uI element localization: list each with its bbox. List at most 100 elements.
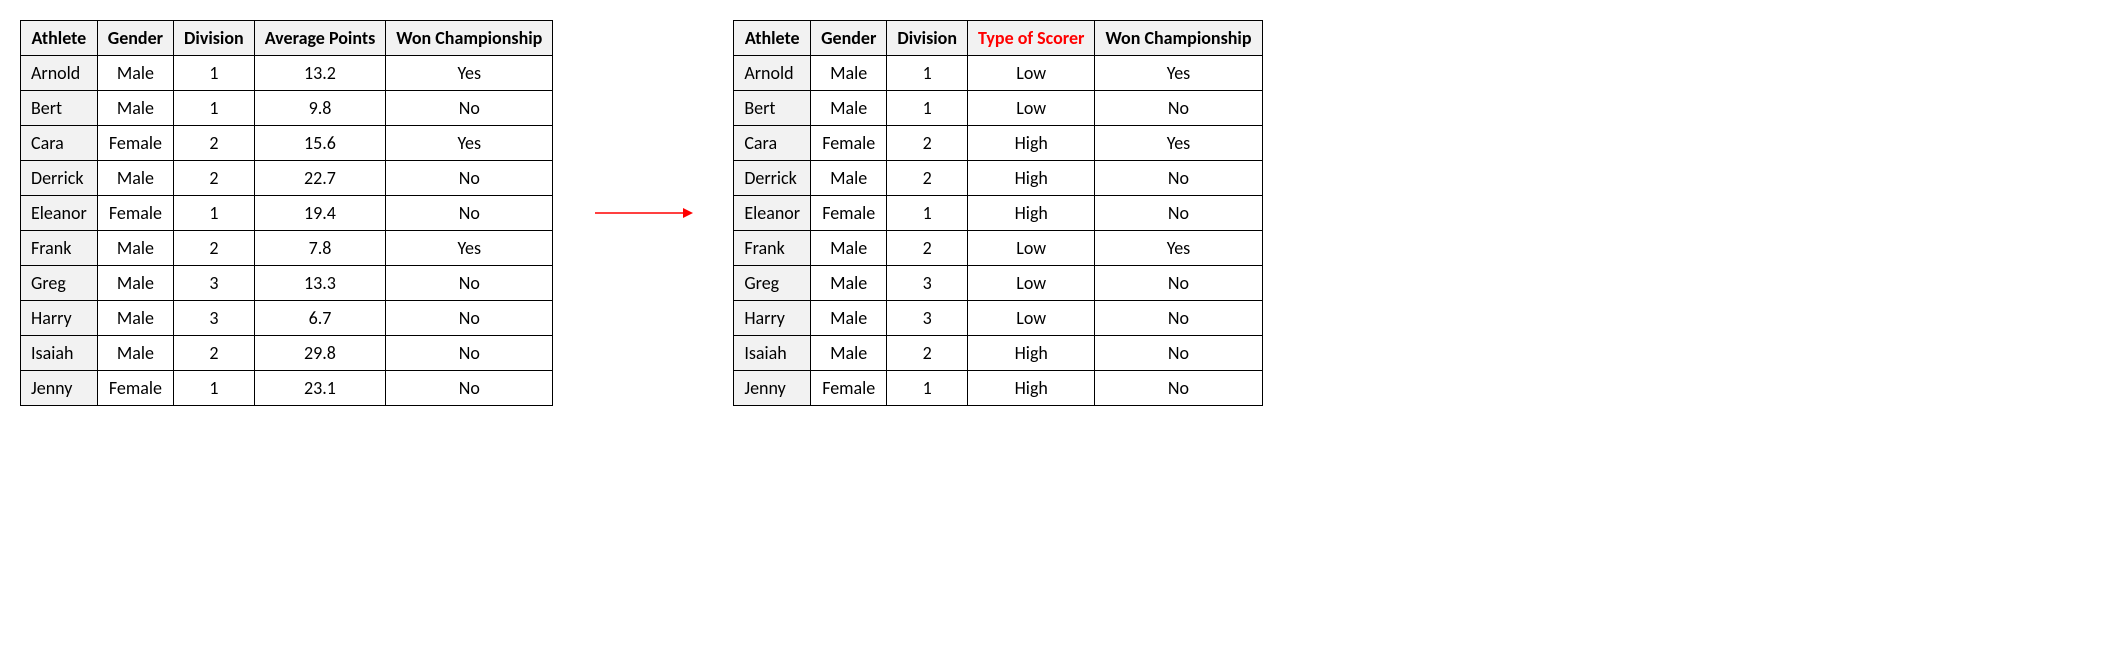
table-cell: Female: [811, 196, 887, 231]
table-header-row: Athlete Gender Division Average Points W…: [21, 21, 553, 56]
table-cell: Male: [811, 301, 887, 336]
row-header-cell: Jenny: [21, 371, 98, 406]
table-cell: 1: [887, 91, 968, 126]
table-cell: No: [1095, 301, 1262, 336]
table-cell: Female: [97, 126, 173, 161]
table-cell: 7.8: [254, 231, 386, 266]
table-cell: Male: [811, 91, 887, 126]
table-cell: Male: [97, 161, 173, 196]
table-cell: 2: [174, 126, 255, 161]
table-cell: Yes: [1095, 126, 1262, 161]
table-cell: No: [386, 301, 553, 336]
table-cell: No: [1095, 196, 1262, 231]
table-cell: 2: [887, 126, 968, 161]
table-cell: Male: [811, 56, 887, 91]
table-cell: 13.2: [254, 56, 386, 91]
table-cell: High: [968, 161, 1095, 196]
arrow-container: [593, 203, 693, 223]
row-header-cell: Derrick: [21, 161, 98, 196]
table-cell: Low: [968, 301, 1095, 336]
table-cell: 2: [887, 161, 968, 196]
row-header-cell: Frank: [734, 231, 811, 266]
row-header-cell: Arnold: [21, 56, 98, 91]
table-cell: 3: [887, 301, 968, 336]
row-header-cell: Harry: [21, 301, 98, 336]
table-row: CaraFemale2HighYes: [734, 126, 1262, 161]
table-row: BertMale1LowNo: [734, 91, 1262, 126]
table-cell: 1: [887, 371, 968, 406]
table-row: FrankMale27.8Yes: [21, 231, 553, 266]
row-header-cell: Isaiah: [734, 336, 811, 371]
row-header-cell: Jenny: [734, 371, 811, 406]
table-cell: Yes: [386, 231, 553, 266]
table-row: DerrickMale2HighNo: [734, 161, 1262, 196]
table-cell: 1: [887, 56, 968, 91]
table-cell: Low: [968, 266, 1095, 301]
table-cell: 3: [887, 266, 968, 301]
col-header-athlete: Athlete: [734, 21, 811, 56]
table-row: ArnoldMale113.2Yes: [21, 56, 553, 91]
right-table-body: ArnoldMale1LowYesBertMale1LowNoCaraFemal…: [734, 56, 1262, 406]
table-cell: 19.4: [254, 196, 386, 231]
right-table: Athlete Gender Division Type of Scorer W…: [733, 20, 1262, 406]
table-cell: No: [1095, 371, 1262, 406]
table-cell: 2: [174, 336, 255, 371]
table-cell: 2: [887, 336, 968, 371]
table-cell: Female: [811, 371, 887, 406]
col-header-won-championship: Won Championship: [386, 21, 553, 56]
col-header-average-points: Average Points: [254, 21, 386, 56]
col-header-division: Division: [887, 21, 968, 56]
table-cell: High: [968, 336, 1095, 371]
table-cell: Female: [97, 371, 173, 406]
table-cell: Male: [97, 56, 173, 91]
row-header-cell: Greg: [21, 266, 98, 301]
table-cell: 1: [174, 196, 255, 231]
table-row: HarryMale36.7No: [21, 301, 553, 336]
table-cell: 2: [887, 231, 968, 266]
table-cell: High: [968, 126, 1095, 161]
table-cell: High: [968, 196, 1095, 231]
table-cell: 1: [887, 196, 968, 231]
row-header-cell: Bert: [734, 91, 811, 126]
row-header-cell: Eleanor: [734, 196, 811, 231]
table-row: CaraFemale215.6Yes: [21, 126, 553, 161]
table-cell: Male: [97, 301, 173, 336]
table-cell: Female: [97, 196, 173, 231]
row-header-cell: Bert: [21, 91, 98, 126]
table-cell: 1: [174, 56, 255, 91]
arrow-right-icon: [593, 203, 693, 223]
table-cell: No: [386, 196, 553, 231]
table-cell: Male: [811, 231, 887, 266]
table-cell: No: [1095, 161, 1262, 196]
col-header-gender: Gender: [97, 21, 173, 56]
table-cell: 29.8: [254, 336, 386, 371]
table-cell: 3: [174, 301, 255, 336]
table-cell: No: [386, 91, 553, 126]
table-cell: 2: [174, 161, 255, 196]
table-cell: No: [386, 336, 553, 371]
table-cell: Male: [97, 231, 173, 266]
table-cell: Yes: [1095, 56, 1262, 91]
table-cell: 3: [174, 266, 255, 301]
table-cell: 22.7: [254, 161, 386, 196]
table-row: JennyFemale1HighNo: [734, 371, 1262, 406]
col-header-athlete: Athlete: [21, 21, 98, 56]
table-cell: Low: [968, 231, 1095, 266]
row-header-cell: Frank: [21, 231, 98, 266]
table-cell: No: [1095, 266, 1262, 301]
table-cell: Female: [811, 126, 887, 161]
table-cell: Low: [968, 56, 1095, 91]
left-table-body: ArnoldMale113.2YesBertMale19.8NoCaraFema…: [21, 56, 553, 406]
table-cell: 15.6: [254, 126, 386, 161]
col-header-division: Division: [174, 21, 255, 56]
table-cell: 6.7: [254, 301, 386, 336]
table-cell: 2: [174, 231, 255, 266]
left-table: Athlete Gender Division Average Points W…: [20, 20, 553, 406]
table-cell: Low: [968, 91, 1095, 126]
row-header-cell: Greg: [734, 266, 811, 301]
table-row: FrankMale2LowYes: [734, 231, 1262, 266]
table-row: ArnoldMale1LowYes: [734, 56, 1262, 91]
row-header-cell: Derrick: [734, 161, 811, 196]
row-header-cell: Harry: [734, 301, 811, 336]
table-row: JennyFemale123.1No: [21, 371, 553, 406]
